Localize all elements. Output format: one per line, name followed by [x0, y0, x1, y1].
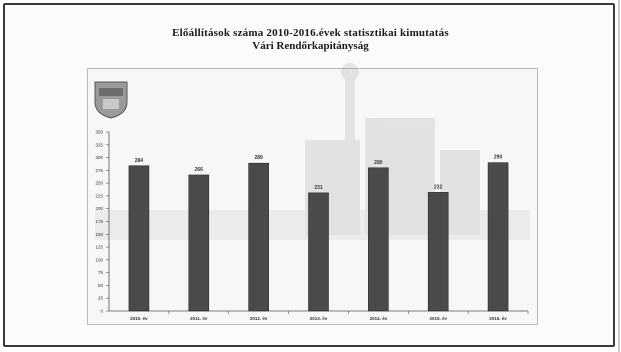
y-tick-label: 75 — [98, 270, 104, 275]
y-tick-label: 275 — [95, 168, 103, 173]
x-tick-label: 2013. év — [310, 316, 328, 321]
bar — [128, 165, 150, 312]
data-label: 290 — [494, 155, 503, 161]
data-label: 289 — [254, 155, 263, 161]
data-label: 266 — [195, 167, 204, 173]
y-tick-label: 225 — [95, 193, 103, 198]
x-tick-label: 2012. év — [250, 316, 268, 321]
x-tick-label: 2016. év — [489, 316, 507, 321]
police-crest-icon — [94, 81, 128, 119]
data-label: 231 — [314, 185, 323, 191]
y-tick-label: 150 — [95, 232, 103, 237]
y-tick-label: 0 — [100, 309, 103, 314]
y-tick-label: 175 — [95, 219, 103, 224]
chart-subtitle: Vári Rendőrkapitányság — [252, 40, 369, 52]
data-label: 284 — [135, 158, 144, 164]
y-tick-label: 125 — [95, 245, 103, 250]
y-tick-label: 300 — [95, 155, 103, 160]
x-tick-label: 2010. év — [130, 316, 148, 321]
bar — [368, 167, 389, 312]
bar — [427, 192, 449, 312]
chart-title: Előállítások száma 2010-2016.évek statis… — [172, 27, 449, 39]
data-label: 232 — [434, 184, 443, 190]
y-tick-label: 200 — [95, 206, 103, 211]
page-edge — [618, 0, 620, 352]
bar — [308, 192, 329, 312]
data-label: 280 — [374, 160, 383, 166]
y-tick-label: 350 — [95, 130, 103, 135]
x-tick-label: 2015. év — [429, 316, 447, 321]
y-tick-label: 250 — [95, 181, 103, 186]
bar — [487, 162, 509, 312]
y-tick-label: 325 — [95, 142, 103, 147]
x-tick-label: 2014. év — [370, 316, 388, 321]
x-tick-label: 2011. év — [190, 316, 208, 321]
bar — [248, 162, 269, 312]
y-tick-label: 100 — [95, 257, 103, 262]
bar — [188, 174, 210, 312]
y-tick-label: 50 — [98, 283, 104, 288]
y-tick-label: 25 — [98, 296, 104, 301]
